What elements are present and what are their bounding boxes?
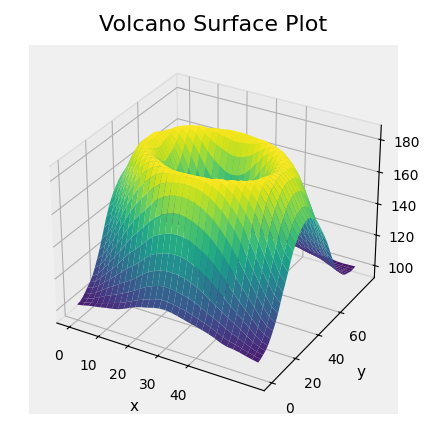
Y-axis label: y: y <box>355 365 364 380</box>
X-axis label: x: x <box>130 399 138 414</box>
Title: Volcano Surface Plot: Volcano Surface Plot <box>99 15 327 35</box>
